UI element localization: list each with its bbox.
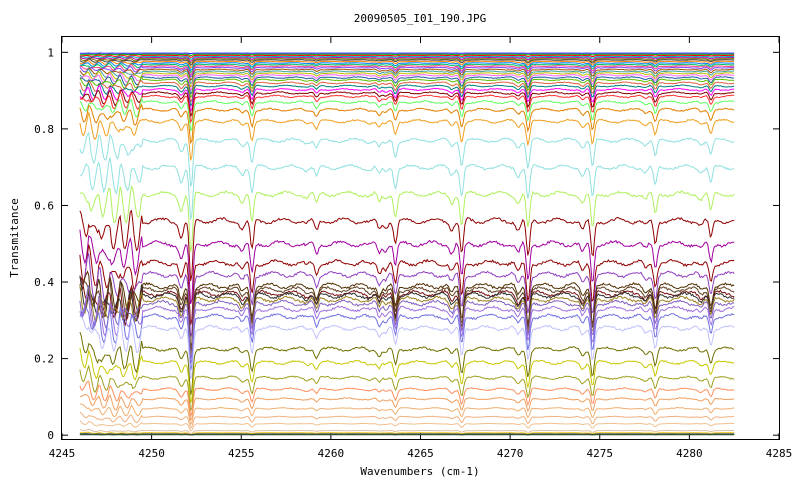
series-line (79, 229, 735, 305)
series-line (79, 60, 735, 69)
series-line (79, 63, 735, 76)
series-line (79, 431, 735, 436)
series-line (79, 70, 735, 88)
series-line (79, 185, 735, 253)
series-line (79, 157, 735, 220)
y-axis: 0 0.2 0.4 0.6 0.8 1 (34, 46, 779, 442)
series-line (79, 65, 735, 78)
series-line (79, 420, 735, 432)
y-tick-label: 0 (47, 429, 54, 442)
series-line (79, 403, 735, 426)
x-tick-label: 4250 (138, 447, 165, 460)
series-line (79, 315, 735, 380)
y-tick-label: 0.4 (34, 276, 54, 289)
y-tick-label: 0.2 (34, 353, 54, 366)
y-tick-label: 0.8 (34, 123, 54, 136)
series-line (79, 331, 735, 395)
series-line (79, 411, 735, 429)
series-line (79, 57, 735, 64)
series-line (79, 72, 735, 92)
series-line (79, 394, 735, 422)
chart-title: 20090505_I01_190.JPG (354, 12, 486, 25)
plot-frame (61, 36, 780, 440)
series-line (79, 67, 735, 81)
x-tick-label: 4275 (587, 447, 614, 460)
x-axis: 4245 4250 4255 4260 4265 4270 4275 4280 4285 (49, 37, 793, 460)
series-line (79, 53, 735, 57)
y-tick-label: 0.6 (34, 199, 54, 212)
x-tick-label: 4245 (49, 447, 76, 460)
x-tick-label: 4265 (407, 447, 434, 460)
series-line (79, 60, 735, 71)
series-line (79, 253, 735, 337)
series-line (79, 103, 735, 145)
series-line (79, 380, 735, 418)
series-line (79, 112, 735, 161)
series-line (79, 428, 735, 435)
series-line (79, 52, 735, 55)
series-line (79, 58, 735, 66)
x-tick-label: 4285 (766, 447, 793, 460)
series-line (79, 89, 735, 118)
series-line (79, 56, 735, 62)
series-line (79, 306, 735, 371)
x-tick-label: 4280 (676, 447, 703, 460)
series-line (79, 81, 735, 107)
series-line (79, 84, 735, 113)
series-line (79, 54, 735, 58)
series-line (79, 67, 735, 85)
series-line (79, 96, 735, 132)
series-line (79, 244, 735, 325)
x-axis-label: Wavenumbers (cm-1) (360, 465, 479, 478)
series-line (79, 347, 735, 403)
series-line (79, 55, 735, 60)
series-line (79, 131, 735, 187)
series-line (79, 90, 735, 124)
series-group (79, 52, 735, 436)
y-tick-label: 1 (47, 46, 54, 59)
x-tick-label: 4255 (228, 447, 255, 460)
series-line (79, 364, 735, 412)
series-line (79, 74, 735, 98)
y-axis-label: Transmitance (8, 198, 21, 277)
series-line (79, 74, 735, 95)
series-line (79, 209, 735, 282)
series-line (79, 79, 735, 103)
x-tick-label: 4270 (497, 447, 524, 460)
series-line (79, 62, 735, 74)
x-tick-label: 4260 (318, 447, 345, 460)
